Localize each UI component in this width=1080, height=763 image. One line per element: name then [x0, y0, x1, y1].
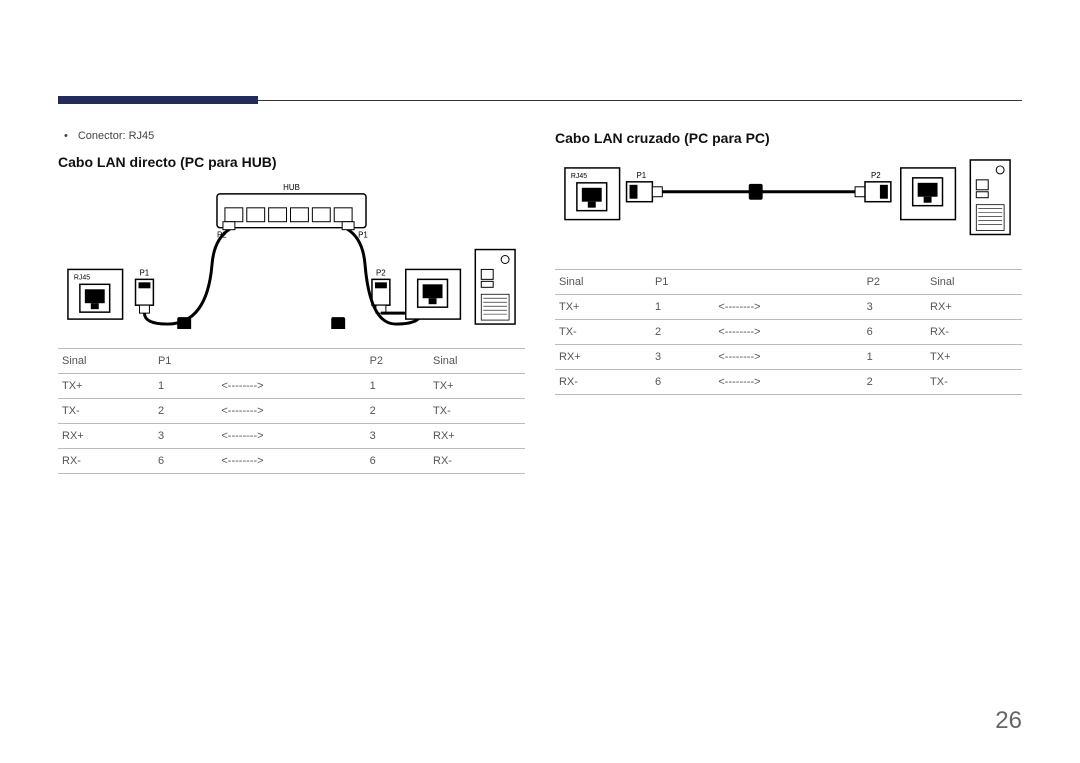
cell: 3	[863, 295, 926, 320]
cell: RX-	[58, 449, 154, 474]
left-column: Conector: RJ45 Cabo LAN directo (PC para…	[58, 130, 525, 474]
diagram-pc-to-pc: RJ45 P1 P2	[555, 156, 1022, 250]
rj45-jack-icon-right	[418, 279, 448, 307]
right-column: Cabo LAN cruzado (PC para PC) RJ45 P1	[555, 130, 1022, 474]
table-row: Sinal P1 P2 Sinal	[555, 270, 1022, 295]
cell: RX+	[429, 424, 525, 449]
th-blank	[217, 349, 365, 374]
p2-label-right: P2	[376, 268, 386, 277]
cell: TX-	[926, 370, 1022, 395]
left-section-title: Cabo LAN directo (PC para HUB)	[58, 154, 525, 170]
cell: <-------->	[217, 374, 365, 399]
cell: 3	[154, 424, 217, 449]
rj45-jack-icon	[577, 183, 607, 211]
cell: 2	[366, 399, 429, 424]
cell: 1	[366, 374, 429, 399]
cell: TX+	[555, 295, 651, 320]
cell: TX+	[926, 345, 1022, 370]
cell: 1	[154, 374, 217, 399]
cell: 3	[366, 424, 429, 449]
table-row: Sinal P1 P2 Sinal	[58, 349, 525, 374]
th-sinal: Sinal	[58, 349, 154, 374]
table-row: RX- 6 <--------> 2 TX-	[555, 370, 1022, 395]
header-rule	[58, 100, 1022, 101]
cell: 2	[154, 399, 217, 424]
cell: <-------->	[217, 399, 365, 424]
diagram-pc-to-hub: HUB P2 P1 RJ45	[58, 180, 525, 329]
ferrite-right	[331, 317, 345, 329]
table-row: RX+ 3 <--------> 3 RX+	[58, 424, 525, 449]
table-row: TX- 2 <--------> 6 RX-	[555, 320, 1022, 345]
cell: TX-	[429, 399, 525, 424]
table-row: TX+ 1 <--------> 1 TX+	[58, 374, 525, 399]
th-p2: P2	[863, 270, 926, 295]
rj45-label: RJ45	[571, 173, 587, 180]
cell: TX-	[555, 320, 651, 345]
th-p1: P1	[651, 270, 714, 295]
cell: 3	[651, 345, 714, 370]
rj45-jack-icon-left	[80, 284, 110, 312]
right-section-title: Cabo LAN cruzado (PC para PC)	[555, 130, 1022, 146]
rj45-jack-icon-r	[913, 178, 943, 206]
cell: RX-	[555, 370, 651, 395]
cell: <-------->	[714, 295, 862, 320]
cell: TX-	[58, 399, 154, 424]
th-p1: P1	[154, 349, 217, 374]
cell: 6	[154, 449, 217, 474]
cell: <-------->	[217, 424, 365, 449]
th-sinal: Sinal	[555, 270, 651, 295]
cell: 6	[651, 370, 714, 395]
plug-p1	[627, 182, 663, 202]
content-columns: Conector: RJ45 Cabo LAN directo (PC para…	[58, 130, 1022, 474]
plug-p2	[855, 182, 891, 202]
table-row: RX+ 3 <--------> 1 TX+	[555, 345, 1022, 370]
cell: <-------->	[714, 370, 862, 395]
cell: RX+	[58, 424, 154, 449]
cell: TX+	[429, 374, 525, 399]
pc-tower-icon-right	[970, 160, 1010, 235]
cell: 2	[651, 320, 714, 345]
ferrite-left	[177, 317, 191, 329]
hub-label: HUB	[283, 183, 300, 192]
cell: 2	[863, 370, 926, 395]
cell: 1	[863, 345, 926, 370]
pinout-table-direct: Sinal P1 P2 Sinal TX+ 1 <--------> 1 TX+…	[58, 348, 525, 474]
pinout-table-crossover: Sinal P1 P2 Sinal TX+ 1 <--------> 3 RX+…	[555, 269, 1022, 395]
table-row: TX- 2 <--------> 2 TX-	[58, 399, 525, 424]
cell: RX-	[429, 449, 525, 474]
page-number: 26	[995, 707, 1022, 735]
table-row: TX+ 1 <--------> 3 RX+	[555, 295, 1022, 320]
cell: 6	[366, 449, 429, 474]
cell: RX+	[555, 345, 651, 370]
cable-left-to-hub	[144, 226, 228, 324]
hub-plug-left	[223, 222, 235, 230]
cell: <-------->	[714, 345, 862, 370]
cell: 6	[863, 320, 926, 345]
pc-tower-icon-left	[475, 250, 515, 325]
hub-p1-label: P1	[358, 231, 368, 240]
th-blank	[714, 270, 862, 295]
cell: RX-	[926, 320, 1022, 345]
cell: TX+	[58, 374, 154, 399]
p2-label: P2	[871, 171, 881, 180]
th-sinal2: Sinal	[429, 349, 525, 374]
table-row: RX- 6 <--------> 6 RX-	[58, 449, 525, 474]
cell: <-------->	[714, 320, 862, 345]
cell: RX+	[926, 295, 1022, 320]
p1-label: P1	[636, 171, 646, 180]
hub-plug-right	[342, 222, 354, 230]
connector-note: Conector: RJ45	[58, 130, 525, 142]
ferrite-center	[749, 184, 763, 200]
th-p2: P2	[366, 349, 429, 374]
cell: <-------->	[217, 449, 365, 474]
plug-p1-left	[136, 279, 154, 313]
th-sinal2: Sinal	[926, 270, 1022, 295]
cell: 1	[651, 295, 714, 320]
rj45-label-left: RJ45	[74, 274, 90, 281]
p1-label-left: P1	[139, 268, 149, 277]
